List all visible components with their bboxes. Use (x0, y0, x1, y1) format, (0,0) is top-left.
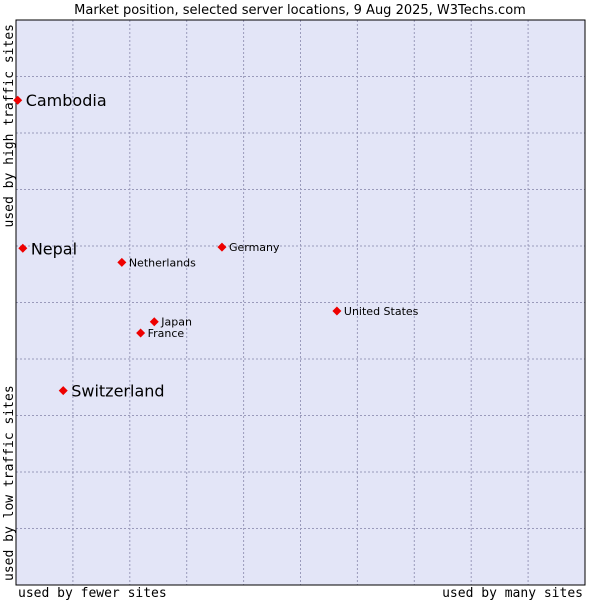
point-label: United States (344, 305, 419, 318)
grid-lines (16, 20, 585, 585)
point-marker (149, 317, 159, 327)
point-marker (332, 306, 342, 316)
x-axis-label-left: used by fewer sites (18, 586, 167, 600)
point-label: Switzerland (71, 382, 164, 401)
point-united-states: United States (332, 305, 419, 318)
point-marker (58, 386, 68, 396)
point-marker (18, 243, 28, 253)
point-label: Cambodia (26, 91, 107, 110)
point-japan: Japan (149, 316, 192, 329)
point-label: Japan (160, 316, 192, 329)
point-label: France (148, 327, 185, 340)
chart-title: Market position, selected server locatio… (74, 3, 526, 18)
point-label: Netherlands (129, 256, 196, 269)
point-marker (217, 242, 227, 252)
point-netherlands: Netherlands (117, 256, 196, 269)
point-france: France (136, 327, 184, 340)
point-marker (136, 328, 146, 338)
x-axis-label-right: used by many sites (442, 586, 583, 600)
point-label: Germany (229, 241, 280, 254)
point-marker (13, 95, 23, 105)
point-nepal: Nepal (18, 239, 77, 258)
plot-border (15, 19, 586, 586)
point-germany: Germany (217, 241, 280, 254)
point-label: Nepal (31, 239, 77, 258)
y-axis-label-top: used by high traffic sites (2, 24, 17, 228)
point-marker (117, 257, 127, 267)
point-cambodia: Cambodia (13, 91, 107, 110)
y-axis-label-bottom: used by low traffic sites (2, 385, 17, 581)
point-switzerland: Switzerland (58, 382, 165, 401)
data-points: Cambodia Nepal Switzerland Netherlands Germa… (13, 91, 419, 401)
